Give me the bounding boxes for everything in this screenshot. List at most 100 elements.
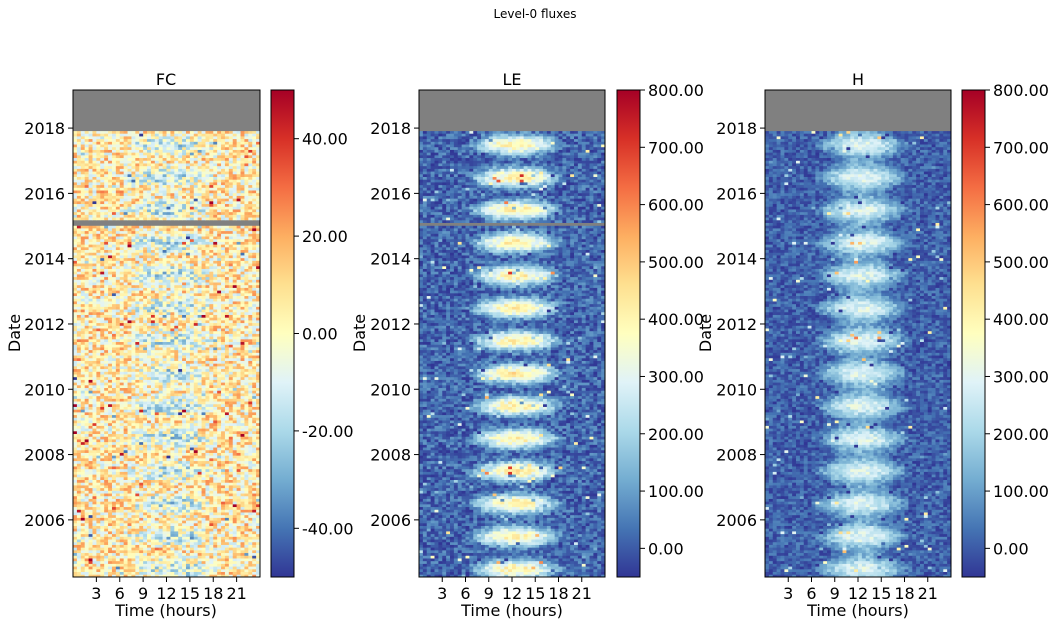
heatmap-cell	[116, 444, 120, 447]
heatmap-cell	[213, 407, 217, 410]
heatmap-cell	[73, 407, 77, 410]
heatmap-cell	[131, 501, 135, 504]
heatmap-cell	[174, 450, 178, 453]
heatmap-cell	[186, 442, 190, 445]
heatmap-cell	[92, 317, 96, 320]
heatmap-cell	[202, 485, 206, 488]
heatmap-cell	[139, 547, 143, 550]
heatmap-cell	[143, 355, 147, 358]
heatmap-cell	[225, 388, 229, 391]
heatmap-cell	[229, 474, 233, 477]
heatmap-cell	[89, 336, 93, 339]
heatmap-cell	[73, 501, 77, 504]
heatmap-cell	[244, 444, 248, 447]
heatmap-cell	[233, 558, 237, 561]
heatmap-cell	[221, 463, 225, 466]
heatmap-cell	[124, 528, 128, 531]
heatmap-cell	[233, 355, 237, 358]
heatmap-cell	[229, 423, 233, 426]
heatmap-cell	[167, 420, 171, 423]
heatmap-cell	[213, 342, 217, 345]
heatmap-cell	[116, 555, 120, 558]
heatmap-cell	[135, 458, 139, 461]
heatmap-cell	[104, 361, 108, 364]
heatmap-cell	[198, 455, 202, 458]
heatmap-cell	[202, 431, 206, 434]
heatmap-cell	[85, 485, 89, 488]
heatmap-cell	[221, 325, 225, 328]
heatmap-cell	[174, 517, 178, 520]
heatmap-cell	[73, 398, 77, 401]
heatmap-cell	[139, 485, 143, 488]
heatmap-cell	[178, 447, 182, 450]
heatmap-cell	[225, 401, 229, 404]
heatmap-cell	[178, 526, 182, 529]
heatmap-cell	[178, 520, 182, 523]
heatmap-cell	[209, 366, 213, 369]
heatmap-cell	[155, 512, 159, 515]
heatmap-cell	[85, 320, 89, 323]
heatmap-cell	[77, 501, 81, 504]
heatmap-cell	[147, 480, 151, 483]
heatmap-cell	[131, 523, 135, 526]
heatmap-cell	[96, 536, 100, 539]
heatmap-cell	[225, 499, 229, 502]
heatmap-cell	[174, 361, 178, 364]
heatmap-cell	[151, 423, 155, 426]
heatmap-cell	[213, 547, 217, 550]
heatmap-cell	[96, 309, 100, 312]
heatmap-cell	[252, 434, 256, 437]
heatmap-cell	[252, 369, 256, 372]
heatmap-cell	[116, 539, 120, 542]
heatmap-cell	[92, 312, 96, 315]
heatmap-cell	[217, 320, 221, 323]
heatmap-cell	[139, 425, 143, 428]
heatmap-cell	[244, 558, 248, 561]
heatmap-cell	[100, 569, 104, 572]
heatmap-cell	[104, 488, 108, 491]
heatmap-cell	[73, 425, 77, 428]
heatmap-cell	[131, 385, 135, 388]
heatmap-cell	[139, 463, 143, 466]
heatmap-cell	[186, 296, 190, 299]
heatmap-cell	[233, 542, 237, 545]
heatmap-cell	[73, 455, 77, 458]
heatmap-cell	[209, 415, 213, 418]
heatmap-cell	[190, 566, 194, 569]
heatmap-cell	[202, 442, 206, 445]
heatmap-cell	[92, 298, 96, 301]
heatmap-cell	[89, 488, 93, 491]
heatmap-cell	[120, 301, 124, 304]
heatmap-cell	[190, 317, 194, 320]
heatmap-cell	[104, 385, 108, 388]
heatmap-cell	[128, 561, 132, 564]
heatmap-cell	[229, 401, 233, 404]
heatmap-cell	[167, 471, 171, 474]
heatmap-cell	[89, 526, 93, 529]
heatmap-cell	[229, 342, 233, 345]
heatmap-cell	[217, 572, 221, 575]
heatmap-cell	[182, 553, 186, 556]
heatmap-cell	[159, 304, 163, 307]
heatmap-cell	[241, 572, 245, 575]
heatmap-cell	[89, 447, 93, 450]
heatmap-cell	[155, 315, 159, 318]
heatmap-cell	[241, 342, 245, 345]
heatmap-cell	[178, 490, 182, 493]
heatmap-cell	[147, 561, 151, 564]
heatmap-cell	[202, 434, 206, 437]
heatmap-cell	[229, 566, 233, 569]
heatmap-cell	[81, 563, 85, 566]
heatmap-cell	[217, 542, 221, 545]
heatmap-cell	[213, 352, 217, 355]
heatmap-cell	[163, 431, 167, 434]
heatmap-cell	[139, 496, 143, 499]
heatmap-cell	[182, 447, 186, 450]
heatmap-cell	[252, 331, 256, 334]
heatmap-cell	[85, 298, 89, 301]
heatmap-cell	[104, 531, 108, 534]
heatmap-cell	[244, 428, 248, 431]
heatmap-cell	[147, 363, 151, 366]
heatmap-cell	[135, 507, 139, 510]
heatmap-cell	[147, 301, 151, 304]
